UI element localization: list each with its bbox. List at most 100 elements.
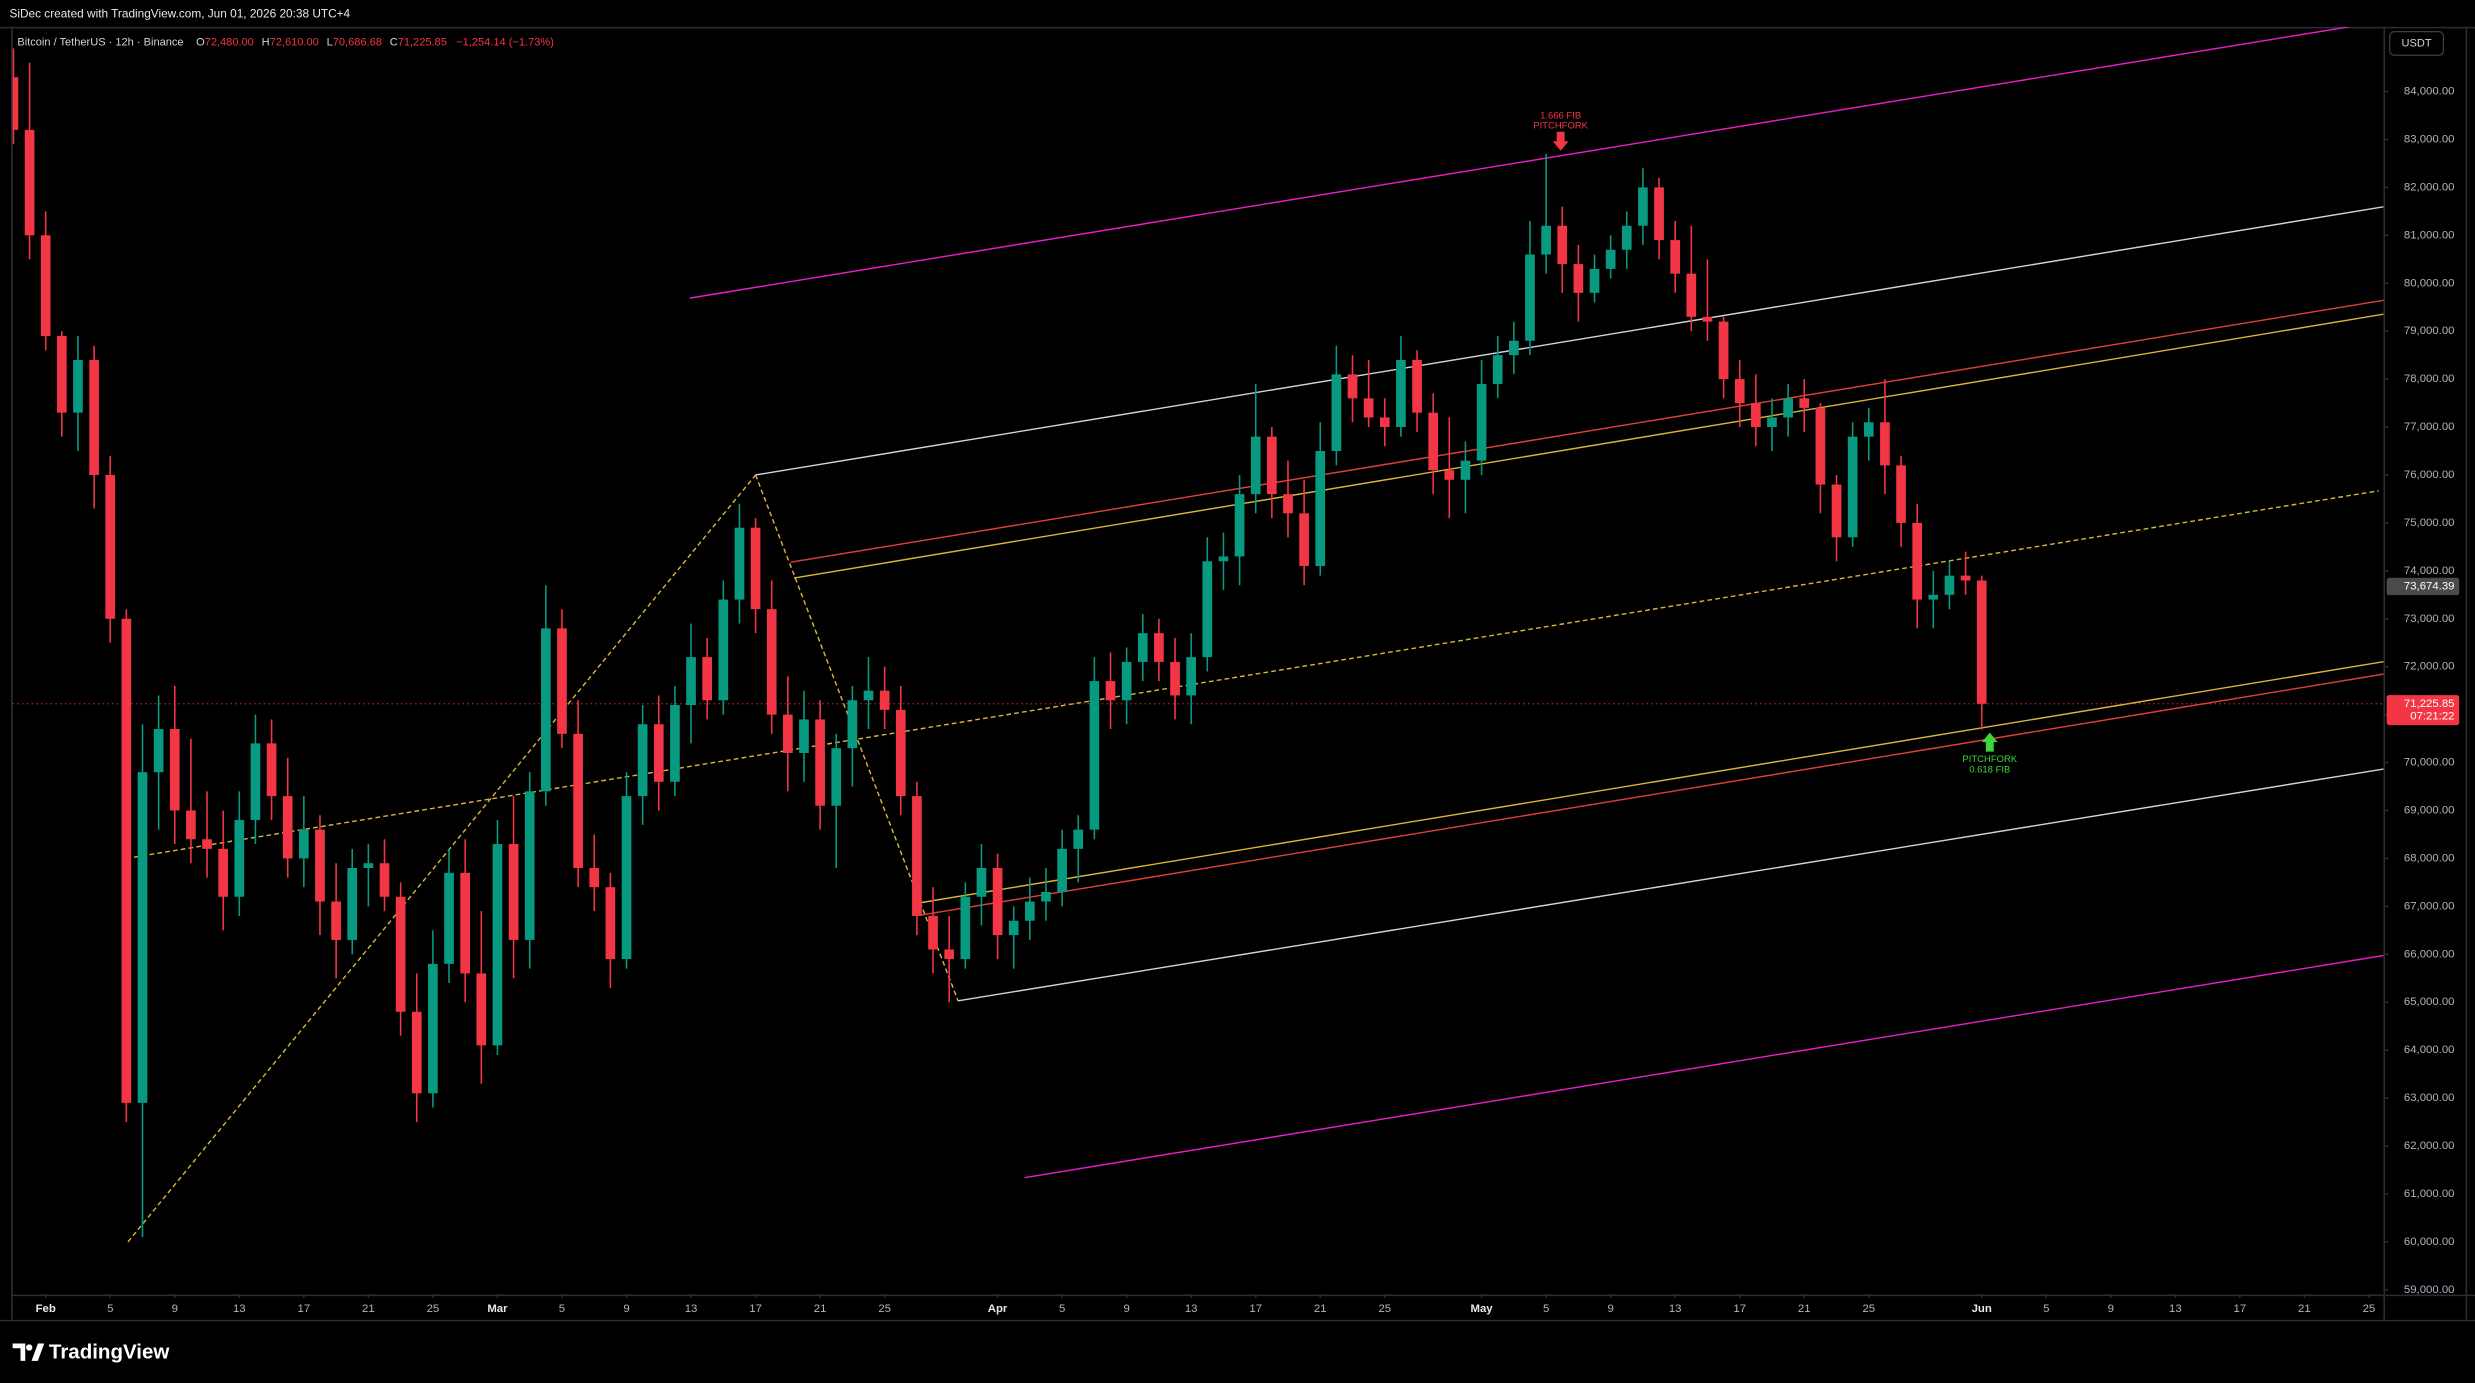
y-tick-label: 74,000.00 <box>2404 565 2455 577</box>
y-tick-label: 82,000.00 <box>2404 181 2455 193</box>
candle-body <box>73 359 83 413</box>
x-tick-label: 17 <box>1733 1303 1746 1315</box>
candle-body <box>799 719 809 753</box>
candle-body <box>492 844 503 1046</box>
candle-body <box>1880 422 1890 466</box>
y-tick-label: 81,000.00 <box>2404 229 2455 241</box>
currency-button[interactable] <box>2389 30 2445 56</box>
candle-body <box>1863 422 1874 437</box>
drawing-line <box>957 768 2384 1002</box>
candle-body <box>379 863 390 897</box>
annotation-text: 1.666 FIB <box>1540 110 1581 121</box>
candle-body <box>1186 657 1197 696</box>
candle-body <box>1089 681 1100 830</box>
candle-body <box>411 1011 422 1094</box>
candle-body <box>1912 522 1923 600</box>
candle-body <box>573 733 583 869</box>
candle-body <box>1041 891 1051 902</box>
candle-body <box>347 868 358 940</box>
x-tick-label: 25 <box>2363 1303 2376 1315</box>
candle-body <box>928 915 938 950</box>
candle-body <box>234 820 245 897</box>
candle-body <box>1121 661 1132 701</box>
candle-body <box>976 868 987 897</box>
y-tick-label: 67,000.00 <box>2404 900 2455 912</box>
y-tick-label: 70,000.00 <box>2404 757 2455 769</box>
candle-body <box>541 628 551 792</box>
candle-body <box>89 359 99 475</box>
candle-body <box>1202 561 1213 658</box>
candle-body <box>718 599 729 701</box>
x-tick-label: 13 <box>2169 1303 2182 1315</box>
annotation-text: PITCHFORK <box>1962 754 2017 765</box>
candle-body <box>1008 920 1019 936</box>
legend-key: H <box>262 37 270 49</box>
legend: Bitcoin / TetherUS · 12h · Binance O72,4… <box>17 37 554 49</box>
x-tick-label: 17 <box>298 1303 311 1315</box>
candle-body <box>105 474 116 619</box>
x-tick-label: 13 <box>685 1303 698 1315</box>
y-tick-label: 61,000.00 <box>2404 1188 2455 1200</box>
price-marker <box>2386 577 2460 596</box>
candle-body <box>363 863 374 869</box>
currency-label[interactable]: USDT <box>2402 37 2432 49</box>
candle-body <box>1105 681 1116 701</box>
candle-body <box>1137 633 1148 662</box>
logo-icon <box>26 1344 33 1351</box>
candle-body <box>1299 513 1309 567</box>
candle-body <box>1363 398 1374 418</box>
candle-body <box>524 791 535 940</box>
candle-body <box>1379 417 1390 428</box>
candle-body <box>1670 240 1681 274</box>
candle-body <box>1928 594 1939 600</box>
candle-body <box>750 527 761 610</box>
candle-body <box>1718 321 1729 380</box>
drawing-line <box>918 660 2384 904</box>
candle-body <box>56 335 67 413</box>
y-tick-label: 65,000.00 <box>2404 996 2455 1008</box>
candle-body <box>734 527 745 600</box>
candle-body <box>1283 494 1293 514</box>
candle-body <box>218 848 229 897</box>
candle-body <box>1057 848 1067 892</box>
candle-body <box>653 724 664 782</box>
candle-body <box>331 901 341 940</box>
candle-body <box>670 705 680 782</box>
axes: 59,000.00 60,000.00 61,000.00 62,000.00 63,0… <box>36 86 2460 1315</box>
candle-body <box>1396 359 1406 428</box>
x-tick-label: 17 <box>749 1303 762 1315</box>
candle-body <box>282 796 293 859</box>
logo-text: TradingView <box>49 1340 169 1363</box>
x-tick-label: 17 <box>1249 1303 1262 1315</box>
candle-body <box>121 618 132 1103</box>
y-tick-label: 59,000.00 <box>2404 1284 2455 1296</box>
x-tick-label: 5 <box>559 1303 565 1315</box>
candle-body <box>944 949 955 960</box>
candle-body <box>686 657 696 706</box>
x-tick-label: 5 <box>1543 1303 1549 1315</box>
candle-body <box>831 748 842 806</box>
x-tick-label: 25 <box>878 1303 891 1315</box>
legend-value: 71,225.85 <box>398 37 447 49</box>
candle-body <box>1960 575 1971 581</box>
candle-body <box>266 743 277 797</box>
y-tick-label: 60,000.00 <box>2404 1236 2455 1248</box>
plot-area <box>12 26 2384 1243</box>
candle-body <box>879 690 890 710</box>
candle-body <box>992 868 1003 936</box>
y-tick-label: 73,000.00 <box>2404 613 2455 625</box>
x-tick-label: 9 <box>1607 1303 1613 1315</box>
price-marker <box>2386 695 2460 726</box>
candle-body <box>315 829 325 902</box>
candle-body <box>621 796 632 960</box>
drawing-line <box>918 673 2384 917</box>
x-tick-label: 9 <box>172 1303 178 1315</box>
footer-logo: TradingView <box>12 1340 169 1363</box>
y-tick-label: 78,000.00 <box>2404 373 2455 385</box>
symbol: Bitcoin / TetherUS · 12h · Binance <box>17 37 183 49</box>
candle-body <box>1025 901 1035 921</box>
candle-body <box>1573 264 1584 293</box>
candle-body <box>1621 225 1632 250</box>
logo-icon <box>31 1343 45 1361</box>
candle-body <box>1444 470 1455 480</box>
